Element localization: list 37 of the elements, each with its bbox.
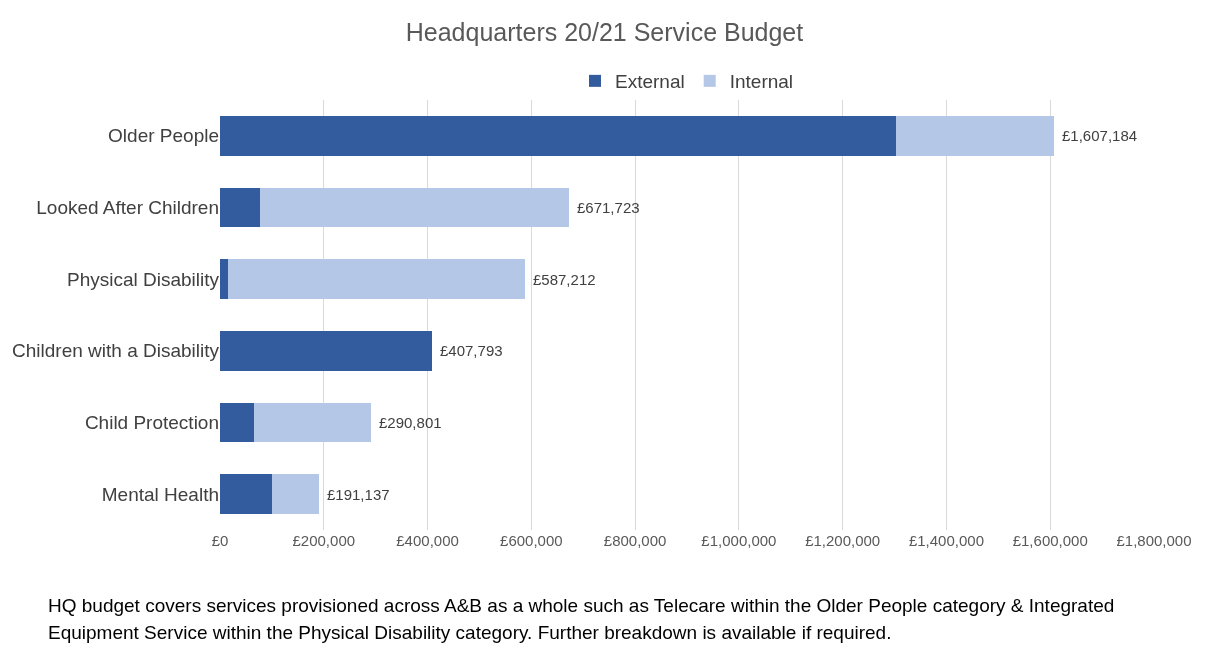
x-tick-label: £0 xyxy=(211,532,229,549)
x-tick-label: £800,000 xyxy=(603,532,667,549)
y-tick-label: Looked After Children xyxy=(36,197,219,219)
total-label: £191,137 xyxy=(327,486,390,503)
x-tick-label: £600,000 xyxy=(500,532,563,549)
bar xyxy=(271,474,320,514)
total-label: £407,793 xyxy=(440,342,503,359)
chart-title: Headquarters 20/21 Service Budget xyxy=(405,17,804,46)
x-tick-label: £200,000 xyxy=(292,532,356,549)
x-tick-label: £1,800,000 xyxy=(1116,532,1192,549)
y-tick-label: Child Protection xyxy=(84,412,219,434)
bar xyxy=(227,259,525,299)
bar xyxy=(220,402,255,443)
bar xyxy=(220,187,261,228)
total-label: £1,607,184 xyxy=(1062,127,1138,144)
x-tick-label: £1,200,000 xyxy=(805,532,881,549)
bar xyxy=(260,187,569,228)
x-tick-label: £1,000,000 xyxy=(701,532,777,549)
bar xyxy=(896,116,1054,156)
y-tick-label: Older People xyxy=(108,125,219,147)
bar xyxy=(254,402,371,443)
bar xyxy=(220,116,897,156)
legend-label: Internal xyxy=(729,71,794,93)
bar xyxy=(220,259,228,299)
y-tick-label: Children with a Disability xyxy=(12,340,220,362)
total-label: £671,723 xyxy=(577,199,640,216)
x-tick-label: £400,000 xyxy=(396,532,459,549)
total-label: £290,801 xyxy=(379,414,442,431)
x-tick-label: £1,400,000 xyxy=(908,532,984,549)
bar xyxy=(220,474,272,514)
x-tick-label: £1,600,000 xyxy=(1012,532,1088,549)
text: HQ budget covers services provisioned across A&B as a whole such as Telecare within the Older People category & Integrated Equipment Service within the Physical Disability category. Further breakdown is available if required. xyxy=(48,594,1116,645)
bar xyxy=(220,331,432,371)
legend-label: External xyxy=(615,71,685,93)
y-tick-label: Physical Disability xyxy=(66,268,220,290)
total-label: £587,212 xyxy=(533,271,596,288)
y-tick-label: Mental Health xyxy=(101,483,219,505)
